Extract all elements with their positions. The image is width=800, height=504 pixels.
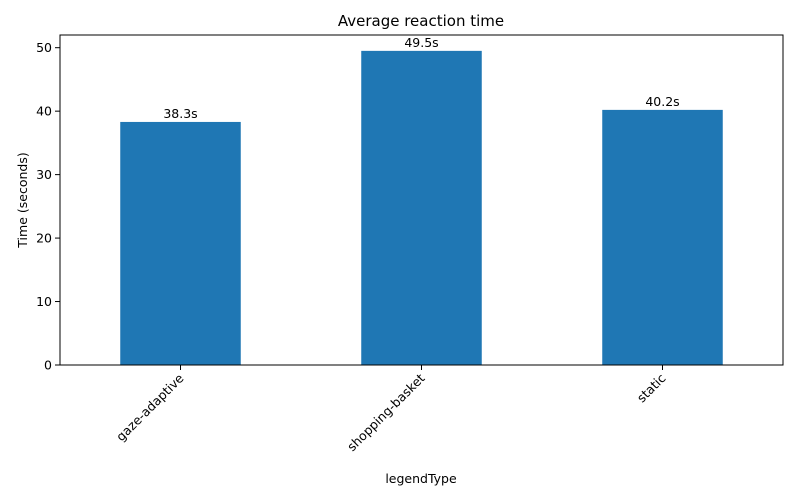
- y-tick-label-40: 40: [36, 104, 52, 119]
- y-tick-label-30: 30: [36, 167, 52, 182]
- x-tick-label-static: static: [634, 370, 669, 405]
- bar-static: [602, 109, 723, 365]
- y-axis: 0 10 20 30 40 50: [36, 40, 60, 373]
- x-axis: gaze-adaptive shopping-basket static: [113, 365, 669, 454]
- y-axis-title: Time (seconds): [15, 152, 30, 248]
- bar-gaze-adaptive: [120, 121, 241, 365]
- plot-frame: [59, 34, 784, 366]
- chart-title: Average reaction time: [338, 12, 504, 30]
- y-tick-label-50: 50: [36, 40, 52, 55]
- data-label-gaze-adaptive: 38.3s: [163, 106, 197, 121]
- bars-layer: [120, 50, 723, 365]
- x-tick-label-shopping-basket: shopping-basket: [344, 370, 428, 454]
- data-label-static: 40.2s: [645, 94, 679, 109]
- x-tick-label-gaze-adaptive: gaze-adaptive: [113, 370, 187, 444]
- data-label-shopping-basket: 49.5s: [404, 35, 438, 50]
- x-axis-title: legendType: [385, 471, 457, 486]
- y-tick-label-20: 20: [36, 231, 52, 246]
- y-tick-label-0: 0: [44, 358, 52, 373]
- y-tick-label-10: 10: [36, 294, 52, 309]
- bar-shopping-basket: [361, 50, 482, 365]
- data-labels-layer: 38.3s 49.5s 40.2s: [163, 35, 679, 121]
